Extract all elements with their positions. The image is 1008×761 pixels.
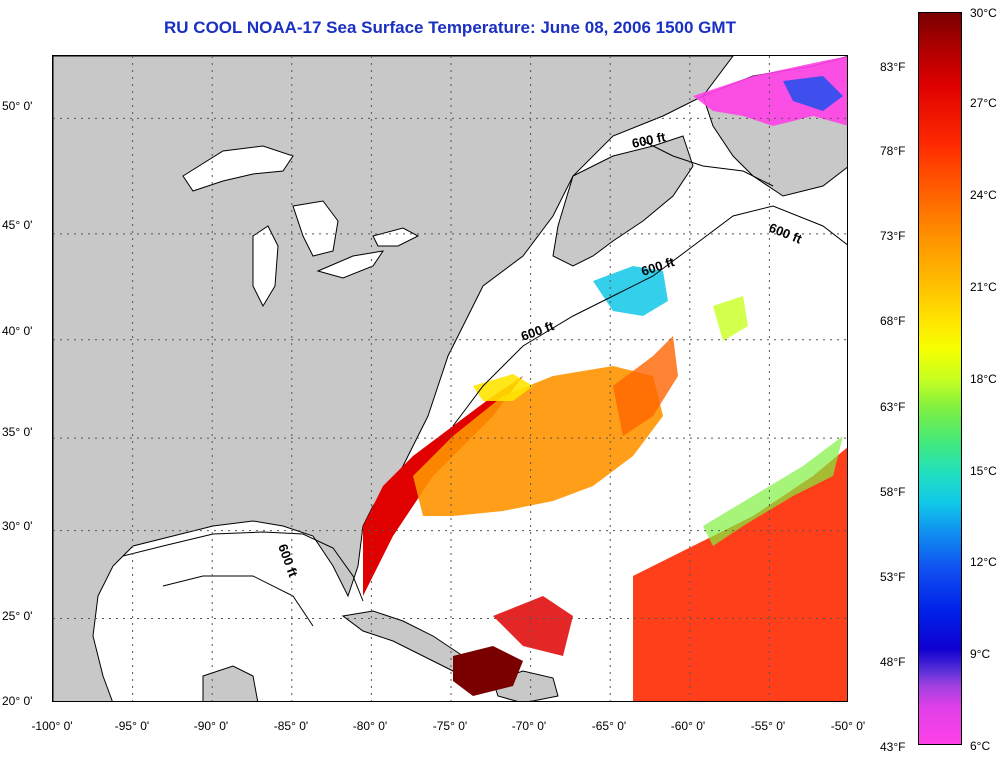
lat-tick-label: 25° 0' [2, 609, 33, 623]
temperature-colorbar [918, 12, 962, 745]
lon-tick-label: -80° 0' [352, 719, 388, 733]
sst-north-blue [783, 76, 843, 111]
colorbar-fahrenheit-label: 53°F [880, 570, 906, 584]
sst-map-canvas: 600 ft 600 ft 600 ft 600 ft 600 ft [53, 56, 847, 701]
sst-central-yellow [473, 374, 533, 401]
contour-label: 600 ft [767, 220, 805, 247]
colorbar-fahrenheit-label: 48°F [880, 655, 906, 669]
colorbar-celsius-label: 24°C [970, 188, 997, 202]
sst-caribbean-dark [453, 646, 523, 696]
lat-tick-label: 45° 0' [2, 218, 33, 232]
colorbar-fahrenheit-label: 63°F [880, 400, 906, 414]
colorbar-celsius-label: 21°C [970, 280, 997, 294]
sst-slope-cyan [593, 266, 668, 316]
map-title: RU COOL NOAA-17 Sea Surface Temperature:… [164, 18, 736, 37]
lat-tick-label: 40° 0' [2, 324, 33, 338]
contour-600ft [122, 140, 847, 627]
land-yucatan [202, 665, 259, 701]
lon-tick-label: -75° 0' [432, 719, 468, 733]
sst-map[interactable]: 600 ft 600 ft 600 ft 600 ft 600 ft [52, 55, 848, 702]
sst-layer [363, 56, 847, 701]
great-lakes [182, 145, 420, 308]
colorbar-fahrenheit-label: 58°F [880, 485, 906, 499]
sst-east-yellow [713, 296, 748, 341]
lon-tick-label: -65° 0' [591, 719, 627, 733]
sst-southeast-red [633, 447, 847, 701]
colorbar-celsius-label: 27°C [970, 96, 997, 110]
lat-tick-label: 35° 0' [2, 425, 33, 439]
colorbar-fahrenheit-label: 83°F [880, 60, 906, 74]
lat-tick-label: 30° 0' [2, 519, 33, 533]
lon-tick-label: -60° 0' [670, 719, 706, 733]
lat-tick-label: 50° 0' [2, 99, 33, 113]
sst-southeast-green [703, 436, 843, 546]
colorbar-celsius-label: 12°C [970, 555, 997, 569]
lon-tick-label: -100° 0' [31, 719, 73, 733]
sst-central-orange [413, 366, 663, 516]
colorbar-celsius-label: 18°C [970, 372, 997, 386]
colorbar-fahrenheit-label: 73°F [880, 229, 906, 243]
contour-label: 600 ft [631, 129, 668, 151]
colorbar-fahrenheit-label: 68°F [880, 314, 906, 328]
colorbar-celsius-label: 6°C [970, 739, 991, 753]
lake-superior [182, 145, 294, 192]
contour-label: 600 ft [275, 542, 301, 580]
colorbar-celsius-label: 9°C [970, 647, 991, 661]
lake-erie [316, 250, 385, 279]
colorbar-celsius-label: 15°C [970, 464, 997, 478]
sst-east-orange [613, 336, 678, 436]
lon-tick-label: -55° 0' [750, 719, 786, 733]
sst-caribbean-red [493, 596, 573, 656]
lon-tick-label: -95° 0' [114, 719, 150, 733]
colorbar-celsius-label: 30°C [970, 6, 997, 20]
colorbar-fahrenheit-label: 43°F [880, 740, 906, 754]
lon-tick-label: -85° 0' [273, 719, 309, 733]
lat-lon-grid [53, 56, 847, 701]
lake-huron [292, 200, 339, 257]
sst-north-pink [693, 56, 847, 126]
lon-tick-label: -90° 0' [193, 719, 229, 733]
lon-tick-label: -50° 0' [830, 719, 866, 733]
lake-michigan [252, 225, 279, 308]
colorbar-fahrenheit-label: 78°F [880, 144, 906, 158]
lon-tick-label: -70° 0' [511, 719, 547, 733]
lake-ontario [372, 227, 420, 247]
lat-tick-label: 20° 0' [2, 694, 33, 708]
sst-gulfstream-red [363, 376, 523, 596]
